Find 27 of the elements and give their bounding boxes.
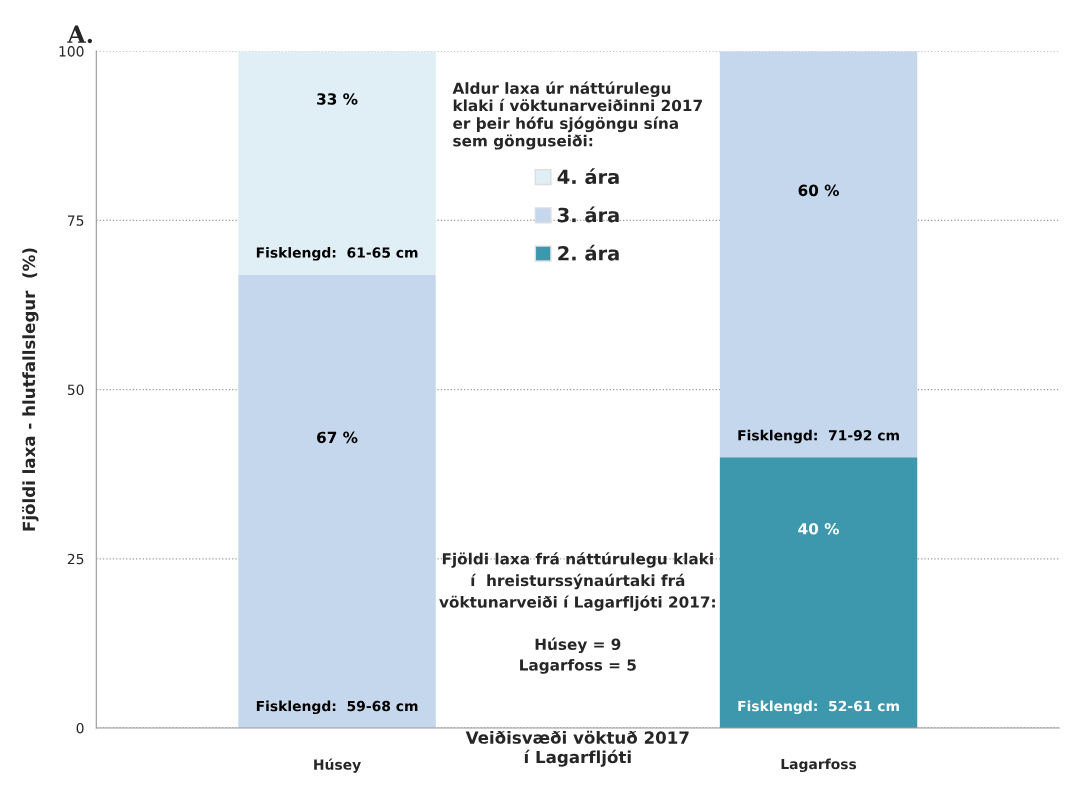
y-tick-label: 100 [59,46,84,57]
y-tick-label: 50 [67,384,84,396]
annotation: Fisklengd: 52-61 cm [738,700,899,715]
y-tick-label: 75 [67,215,84,226]
x-axis-title: Veiðisvæði vöktuð 2017 í Lagarfljóti [465,730,689,767]
annotation: Fisklengd: 59-68 cm [256,700,418,715]
y-axis-title: Fjöldi laxa - hlutfallslegur (%) [22,248,39,531]
chart-title: A. [67,25,93,44]
data-label: 67 % [317,431,358,444]
x-tick-label: Húsey [314,758,361,773]
legend-title: Aldur laxa úr náttúrulegu klaki í vöktunarveiðinni 2017 er þeir hófu sjógöngu sína sem gönguseiði: [452,81,702,150]
legend-label: 3. ára [558,206,619,223]
data-label: 40 % [798,522,840,535]
annotation: Fisklengd: 71-92 cm [738,429,899,444]
text: Fjöldi laxa frá náttúrulegu klaki í hreisturssýnaúrtaki frá vöktunarveiði í Lagarfljóti 2017: Húsey = 9 Lagarfoss = 5 [439,552,715,674]
data-label: 60 % [798,184,840,197]
bar [238,274,436,728]
x-tick-label: Lagarfoss [781,758,857,773]
legend-label: 2. ára [558,244,619,261]
data-label: 33 % [317,93,358,105]
y-tick-label: 0 [76,722,84,734]
bar [719,51,918,458]
bar [238,51,436,275]
y-tick-label: 25 [67,553,84,565]
bar [719,457,918,728]
annotation: Fisklengd: 61-65 cm [256,247,418,261]
legend-label: 4. ára [557,168,619,185]
